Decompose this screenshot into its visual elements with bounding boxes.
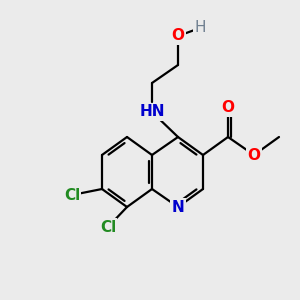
- Text: HN: HN: [139, 104, 165, 119]
- Text: N: N: [172, 200, 184, 214]
- Text: Cl: Cl: [100, 220, 116, 235]
- Text: O: O: [248, 148, 260, 163]
- Text: O: O: [221, 100, 235, 116]
- Text: H: H: [194, 20, 206, 35]
- Text: Cl: Cl: [64, 188, 80, 202]
- Text: O: O: [172, 28, 184, 44]
